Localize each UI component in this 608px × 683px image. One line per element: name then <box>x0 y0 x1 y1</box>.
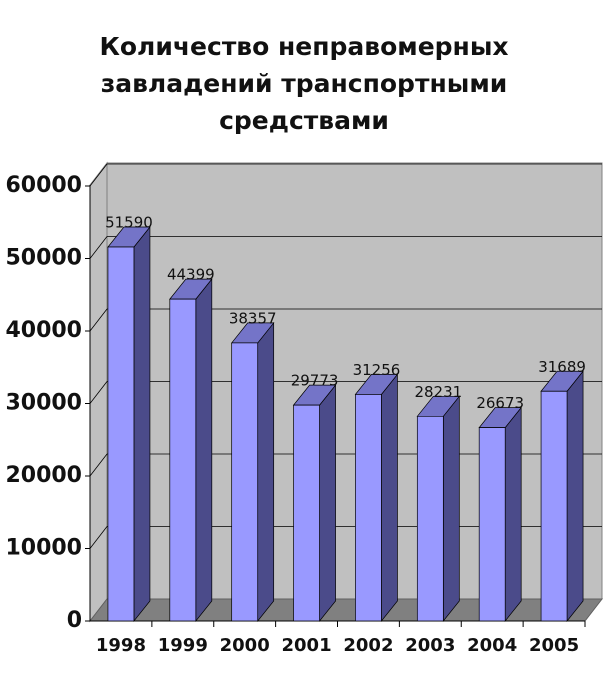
x-tick-label: 2004 <box>467 635 517 656</box>
x-tick-label: 1999 <box>158 635 208 656</box>
x-tick-label: 2005 <box>529 635 579 656</box>
bar <box>169 278 213 622</box>
bar <box>107 225 151 622</box>
data-label: 31256 <box>353 361 401 379</box>
bar-front <box>355 394 382 622</box>
data-label: 31689 <box>538 358 586 376</box>
data-label: 28231 <box>414 383 462 401</box>
data-label: 44399 <box>167 266 215 284</box>
data-label: 29773 <box>291 372 339 390</box>
bar <box>416 395 461 622</box>
bar-side <box>381 373 398 622</box>
y-tick-label: 10000 <box>5 536 82 561</box>
bar-front <box>231 342 259 622</box>
grid-line <box>89 236 108 259</box>
bar-front <box>540 390 568 622</box>
grid-line <box>89 308 108 332</box>
grid-line <box>89 381 108 404</box>
x-tick-label: 2001 <box>282 635 332 656</box>
bar-front <box>416 415 444 622</box>
bar-front <box>478 427 506 622</box>
y-tick-label: 60000 <box>5 173 82 198</box>
y-tick-label: 40000 <box>5 318 82 343</box>
grid-line <box>89 526 108 549</box>
data-label: 38357 <box>229 309 277 327</box>
bar-side <box>566 370 584 622</box>
data-label: 51590 <box>105 213 153 231</box>
bar <box>230 321 275 622</box>
x-tick-label: 1998 <box>96 635 146 656</box>
bar-side <box>319 384 336 622</box>
y-tick-label: 20000 <box>5 463 82 488</box>
x-tick-label: 2002 <box>343 635 393 656</box>
bar-side <box>257 321 275 622</box>
bar-side <box>133 225 151 622</box>
y-tick-label: 30000 <box>5 391 82 416</box>
bar <box>540 370 584 622</box>
bar-side <box>504 406 522 622</box>
data-label: 26673 <box>476 394 524 412</box>
x-tick-label: 2000 <box>220 635 270 656</box>
bar-front <box>293 404 320 622</box>
grid-line <box>89 453 108 477</box>
bar <box>354 373 399 622</box>
bar-front <box>169 298 197 622</box>
chart-title: Количество неправомерных завладений тран… <box>99 32 509 135</box>
x-tick-label: 2003 <box>405 635 455 656</box>
floor <box>88 598 604 622</box>
bar <box>292 384 337 622</box>
y-tick-label: 0 <box>67 608 82 633</box>
bar-front <box>107 246 135 622</box>
y-tick-label: 50000 <box>5 246 82 271</box>
bar-side <box>442 395 460 622</box>
grid-line <box>89 163 108 187</box>
bar-side <box>195 278 213 622</box>
bar <box>478 406 522 622</box>
